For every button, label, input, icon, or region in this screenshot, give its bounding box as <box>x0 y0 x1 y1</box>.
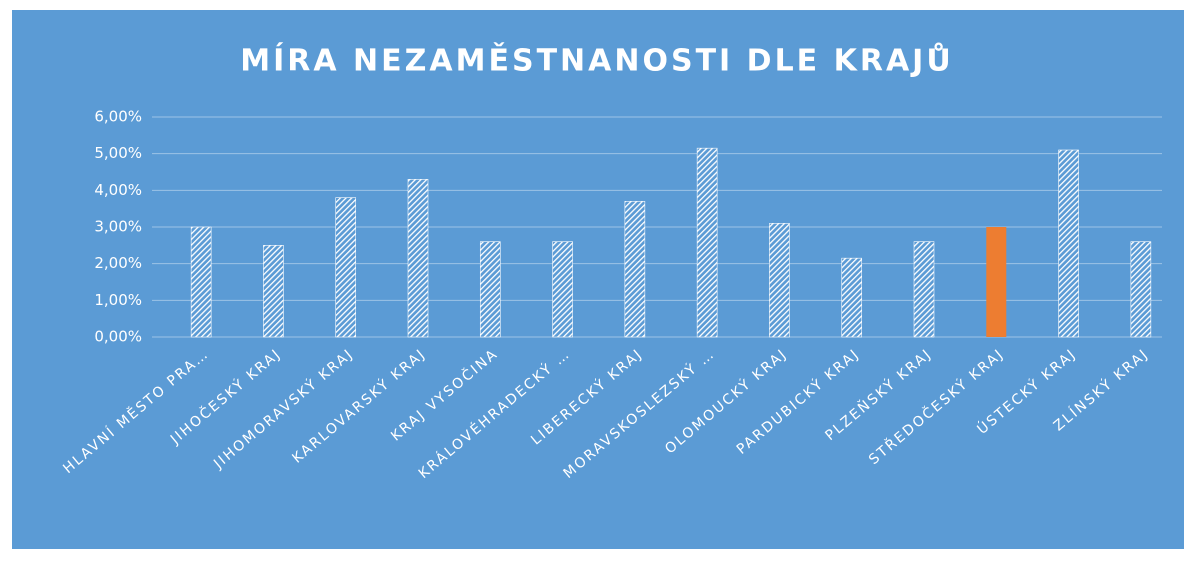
bar <box>479 241 501 338</box>
bar <box>696 147 718 338</box>
bar <box>624 201 646 338</box>
chart-background <box>12 10 1184 549</box>
bar <box>1130 241 1152 338</box>
y-tick-label: 4,00% <box>94 181 142 199</box>
bar <box>913 241 935 338</box>
bar <box>552 241 573 338</box>
bar <box>263 245 284 338</box>
y-tick-label: 0,00% <box>94 328 142 346</box>
bar <box>407 179 429 338</box>
y-tick-label: 1,00% <box>94 291 142 309</box>
bar <box>769 223 790 338</box>
y-tick-label: 5,00% <box>94 144 142 162</box>
y-tick-label: 6,00% <box>94 108 142 126</box>
bar <box>190 226 212 338</box>
bar <box>986 227 1007 337</box>
chart-title: MÍRA NEZAMĚSTNANOSTI DLE KRAJŮ <box>240 42 953 79</box>
y-tick-label: 2,00% <box>94 254 142 272</box>
bar <box>841 257 863 338</box>
bar <box>1058 149 1079 338</box>
y-tick-label: 3,00% <box>94 218 142 236</box>
bar <box>335 197 357 338</box>
